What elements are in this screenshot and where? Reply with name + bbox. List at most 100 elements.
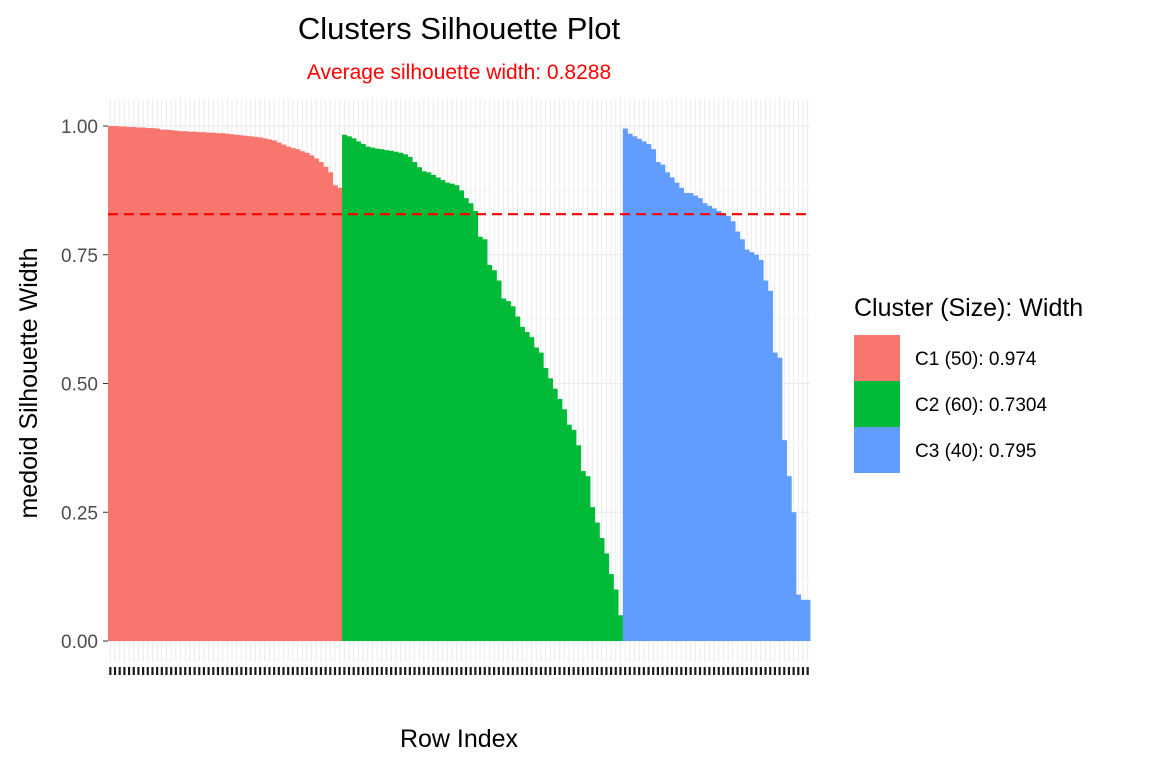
bar (239, 135, 245, 641)
bar (117, 126, 123, 641)
bar (309, 155, 315, 642)
legend-swatch-c3 (854, 427, 900, 473)
bar (566, 424, 572, 641)
bar (641, 141, 647, 641)
bar (758, 259, 764, 641)
legend-label-c1: C1 (50): 0.974 (915, 349, 1037, 370)
bar (767, 290, 773, 641)
bar (496, 280, 502, 641)
bar (454, 185, 460, 642)
y-tick-label: 0.25 (61, 503, 98, 524)
bar (529, 337, 535, 641)
bar (749, 252, 755, 641)
bar (487, 265, 493, 641)
bar (744, 249, 750, 641)
bar (444, 182, 451, 641)
bar (304, 152, 310, 641)
bar (192, 131, 198, 642)
bar (547, 378, 553, 641)
bar (182, 131, 188, 641)
bar (313, 158, 319, 641)
bars-layer (108, 126, 811, 642)
bar (126, 127, 132, 641)
bar (580, 471, 586, 641)
bar (552, 388, 558, 641)
bar (140, 127, 146, 642)
bar (632, 136, 638, 642)
bar (407, 156, 413, 641)
bar (346, 136, 352, 642)
bar (585, 476, 591, 641)
bar (618, 615, 624, 641)
bar (613, 589, 619, 641)
bar (210, 132, 217, 641)
bar (173, 130, 179, 641)
x-axis-ticks (109, 667, 809, 675)
bar (206, 132, 212, 641)
bar (257, 137, 263, 641)
bar (571, 429, 577, 641)
bar (791, 512, 797, 641)
y-axis-title: medoid Silhouette Width (15, 248, 43, 519)
bar (374, 148, 380, 641)
bar (753, 254, 759, 641)
legend-label-c3: C3 (40): 0.795 (915, 441, 1036, 462)
bar (398, 152, 404, 641)
bar (576, 445, 582, 641)
bar (145, 128, 151, 641)
y-tick-label: 0.50 (61, 375, 98, 396)
bar (538, 352, 544, 641)
bar (430, 174, 436, 641)
bar (416, 167, 422, 641)
bar (178, 131, 184, 641)
y-tick-label: 0.75 (61, 246, 98, 267)
bar (772, 352, 778, 641)
bar (393, 151, 399, 641)
bar (650, 149, 656, 641)
bar (164, 129, 170, 642)
bar (196, 132, 202, 641)
bar (337, 187, 343, 642)
bar (590, 507, 596, 641)
bar (426, 172, 432, 641)
bar (721, 213, 727, 642)
bar (150, 128, 156, 641)
bar (688, 192, 694, 641)
bar (781, 440, 787, 641)
bar (299, 151, 305, 642)
bar (678, 187, 685, 642)
bar (234, 134, 240, 641)
legend-label-c2: C2 (60): 0.7304 (915, 395, 1047, 416)
bar (473, 210, 479, 642)
bar (459, 190, 465, 642)
bar (543, 368, 549, 641)
bar (702, 203, 708, 641)
bar (468, 203, 474, 641)
bar (674, 182, 680, 641)
bar (215, 133, 221, 641)
y-tick-label: 1.00 (61, 117, 98, 138)
bar (697, 198, 703, 641)
bar (501, 298, 507, 641)
bar (122, 126, 128, 641)
bar (795, 594, 802, 641)
bar (243, 135, 249, 642)
bar (482, 239, 488, 642)
bar (154, 128, 160, 641)
bar (285, 146, 291, 641)
bar (253, 136, 259, 641)
bar (683, 192, 689, 641)
bar (318, 162, 324, 642)
bar (655, 162, 661, 642)
bar (356, 141, 362, 641)
bar (608, 574, 614, 641)
bar (267, 139, 273, 641)
bar (262, 138, 268, 642)
bar (342, 134, 348, 641)
bar (379, 149, 385, 641)
bar (112, 126, 118, 641)
bar (646, 144, 652, 641)
bar (594, 522, 600, 641)
bar (515, 316, 521, 641)
